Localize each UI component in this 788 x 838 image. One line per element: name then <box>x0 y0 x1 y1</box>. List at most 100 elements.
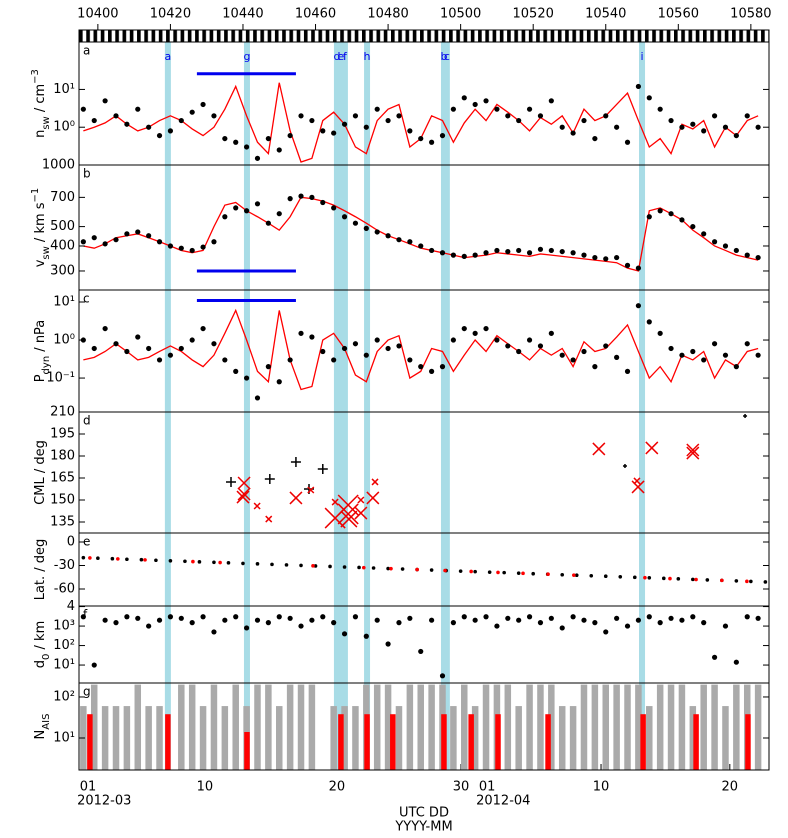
data-point <box>668 615 674 621</box>
bar <box>178 684 185 770</box>
data-point <box>400 567 405 571</box>
event-band <box>164 533 171 606</box>
data-point <box>472 330 478 336</box>
event-band <box>337 412 344 533</box>
data-point <box>276 379 282 385</box>
y-label-sub: sw <box>41 116 52 129</box>
event-band <box>337 42 344 165</box>
data-point <box>385 641 391 647</box>
data-point <box>548 98 554 104</box>
event-band <box>639 606 646 683</box>
data-point <box>309 334 315 340</box>
event-band <box>333 412 340 533</box>
data-point <box>439 364 446 370</box>
data-point <box>744 113 750 119</box>
data-point <box>287 196 293 202</box>
bar <box>112 706 120 770</box>
data-point <box>167 243 174 249</box>
data-point <box>701 231 707 237</box>
data-point <box>711 239 718 245</box>
data-point <box>439 673 446 679</box>
y-tick-label: 400 <box>50 238 75 253</box>
event-label: i <box>640 50 643 63</box>
data-point <box>124 348 130 355</box>
data-point <box>711 654 718 660</box>
data-point <box>211 629 217 635</box>
y-label-base: CML / deg <box>33 440 48 505</box>
data-point <box>311 564 315 568</box>
data-point <box>624 623 631 629</box>
data-point <box>483 614 489 620</box>
data-point <box>407 357 413 363</box>
data-point <box>396 620 402 626</box>
data-point <box>733 364 739 370</box>
data-point <box>429 139 435 145</box>
bar <box>395 706 403 770</box>
data-point <box>113 620 119 626</box>
data-point <box>124 231 130 237</box>
data-line <box>83 196 759 272</box>
data-point <box>156 132 163 139</box>
event-band <box>443 683 450 770</box>
bar <box>733 684 740 770</box>
bar <box>308 684 316 770</box>
data-point <box>178 245 184 251</box>
data-point <box>189 247 195 254</box>
bar <box>352 706 359 770</box>
y-tick-label: 10¹ <box>53 731 75 746</box>
data-point <box>415 567 419 572</box>
data-point <box>483 250 489 256</box>
panel-letter: c <box>83 292 90 306</box>
data-point <box>385 117 391 124</box>
event-label: b <box>440 50 447 63</box>
data-point <box>284 563 289 567</box>
bar <box>188 684 196 770</box>
bar <box>700 684 707 770</box>
data-line <box>83 82 759 163</box>
data-point <box>603 113 609 119</box>
data-point <box>385 233 391 239</box>
event-label: g <box>243 50 250 63</box>
top-tick-label: 10440 <box>222 7 263 22</box>
data-point <box>483 98 489 104</box>
data-point <box>236 490 250 504</box>
bar <box>591 684 599 770</box>
data-point <box>439 132 446 139</box>
x-tick-label: 01 <box>80 780 97 795</box>
panel-letter: f <box>83 608 88 622</box>
bar <box>468 714 474 770</box>
y-tick-label: 10² <box>53 638 75 653</box>
data-point <box>505 113 511 119</box>
x-tick-label: 20 <box>722 780 739 795</box>
data-point <box>135 615 141 621</box>
data-point <box>548 330 554 336</box>
bar <box>471 706 479 770</box>
data-point <box>755 615 761 621</box>
data-point <box>560 572 565 577</box>
event-band <box>341 606 348 683</box>
data-point <box>363 124 369 130</box>
data-point <box>439 250 446 256</box>
data-point <box>690 348 696 355</box>
data-point <box>701 357 707 363</box>
data-point <box>178 615 184 621</box>
top-tick-label: 10500 <box>440 7 481 22</box>
data-point <box>516 247 522 254</box>
data-point <box>156 357 163 363</box>
x-tick-label: 30 <box>453 780 470 795</box>
data-point <box>407 239 413 245</box>
event-band <box>164 606 171 683</box>
data-point <box>363 352 369 358</box>
data-point <box>733 132 739 139</box>
event-band <box>243 290 250 412</box>
event-band <box>164 412 171 533</box>
data-point <box>614 354 620 360</box>
bar <box>364 714 370 770</box>
data-point <box>633 477 641 485</box>
bar <box>123 706 131 770</box>
data-point <box>469 569 473 574</box>
data-point <box>744 252 750 258</box>
data-point <box>331 620 337 626</box>
data-point <box>331 357 337 363</box>
data-point <box>743 413 748 418</box>
